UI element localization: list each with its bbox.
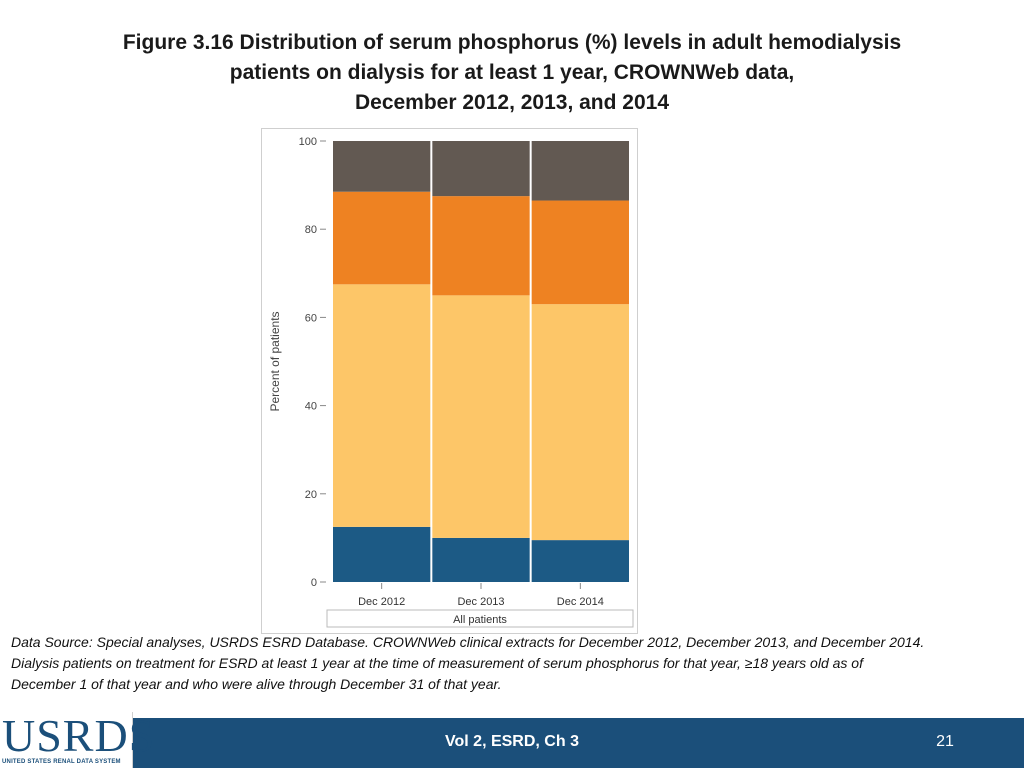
y-axis-label: Percent of patients: [268, 311, 282, 411]
footer-volume-label: Vol 2, ESRD, Ch 3: [445, 733, 579, 750]
bar-segment-1-2: [531, 304, 629, 541]
y-tick-label: 0: [311, 577, 317, 589]
y-tick-label: 100: [299, 136, 317, 148]
x-tick-label: Dec 2012: [358, 596, 405, 608]
slide-title: Figure 3.16 Distribution of serum phosph…: [60, 28, 964, 118]
bar-segment-3-1: [432, 141, 530, 197]
title-line-3: December 2012, 2013, and 2014: [354, 91, 670, 114]
bar-segment-1-1: [432, 295, 530, 538]
footer-bar: [0, 718, 1024, 768]
y-tick-label: 80: [305, 224, 317, 236]
bar-segment-0-2: [531, 540, 629, 582]
bar-segment-1-0: [333, 284, 431, 527]
title-line-1: Figure 3.16 Distribution of serum phosph…: [122, 31, 902, 54]
y-tick-label: 20: [305, 489, 317, 501]
x-tick-label: Dec 2013: [457, 596, 504, 608]
y-tick-label: 60: [305, 312, 317, 324]
logo-wordmark: USRDS: [2, 710, 156, 761]
bar-segment-3-2: [531, 141, 629, 201]
bar-segment-2-1: [432, 196, 530, 296]
x-tick-label: Dec 2014: [557, 596, 604, 608]
y-tick-label: 40: [305, 401, 317, 413]
logo-subtitle: UNITED STATES RENAL DATA SYSTEM: [2, 759, 121, 765]
source-line-1: Data Source: Special analyses, USRDS ESR…: [11, 634, 925, 650]
bar-segment-3-0: [333, 141, 431, 192]
group-label: All patients: [453, 614, 507, 626]
bar-segment-2-0: [333, 191, 431, 285]
source-line-3: December 1 of that year and who were ali…: [11, 676, 502, 692]
bar-segment-0-0: [333, 526, 431, 582]
page-number: 21: [936, 733, 954, 750]
source-line-2: Dialysis patients on treatment for ESRD …: [11, 655, 863, 671]
stacked-bar-chart: 0 20 40 60 80 100 Percent of patients Dec 2012 D…: [268, 136, 634, 628]
data-source-note: Data Source: Special analyses, USRDS ESR…: [11, 632, 1011, 695]
group-label-box: [326, 609, 634, 628]
bar-segment-0-1: [432, 537, 530, 582]
bar-segment-2-2: [531, 200, 629, 305]
chart-frame: 0 20 40 60 80 100 Percent of patients Dec 2012 D…: [261, 128, 638, 634]
title-line-2: patients on dialysis for at least 1 year…: [229, 61, 795, 84]
usrds-logo: USRDS UNITED STATES RENAL DATA SYSTEM: [0, 712, 154, 768]
